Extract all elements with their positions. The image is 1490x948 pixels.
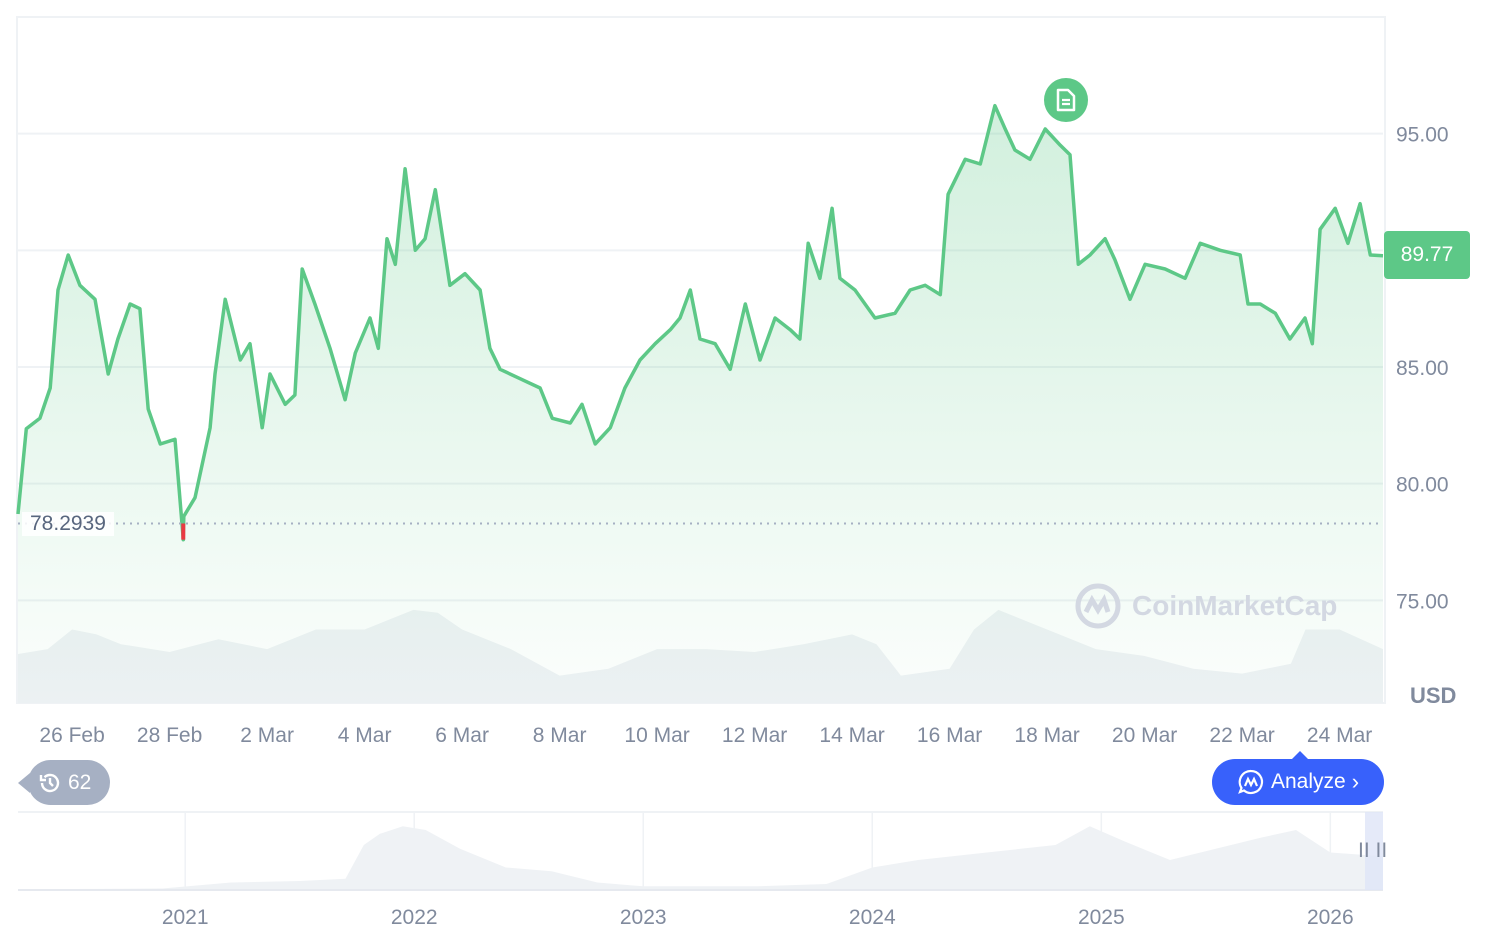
- navigator-selection[interactable]: [1365, 812, 1383, 890]
- x-tick-label: 22 Mar: [1209, 724, 1274, 747]
- current-price-badge: 89.77: [1384, 231, 1470, 279]
- x-tick-label: 10 Mar: [624, 724, 689, 747]
- chevron-right-icon: ›: [1351, 769, 1360, 794]
- x-tick-label: 6 Mar: [435, 724, 489, 747]
- watermark-text: CoinMarketCap: [1132, 590, 1338, 621]
- document-icon: [1056, 88, 1076, 112]
- x-tick-label: 14 Mar: [819, 724, 884, 747]
- news-event-marker[interactable]: [1044, 78, 1088, 122]
- navigator-tick-label: 2021: [162, 906, 209, 929]
- navigator-tick-label: 2024: [849, 906, 896, 929]
- x-tick-label: 24 Mar: [1307, 724, 1372, 747]
- x-tick-label: 26 Feb: [39, 724, 104, 747]
- navigator-area: [18, 826, 1383, 890]
- x-tick-label: 16 Mar: [917, 724, 982, 747]
- x-tick-label: 2 Mar: [240, 724, 294, 747]
- history-icon: [39, 773, 60, 792]
- x-tick-label: 8 Mar: [533, 724, 587, 747]
- price-area: [16, 103, 1384, 703]
- y-tick-label: 85.00: [1396, 357, 1449, 380]
- navigator-tick-label: 2022: [391, 906, 438, 929]
- x-tick-label: 4 Mar: [338, 724, 392, 747]
- price-line: [16, 103, 1384, 542]
- price-fill: [18, 105, 1383, 703]
- y-tick-label: 95.00: [1396, 124, 1449, 147]
- navigator-handle-icon: II II: [1358, 839, 1387, 862]
- x-axis: 26 Feb 28 Feb 2 Mar 4 Mar 6 Mar 8 Mar 10 Mar 12…: [39, 724, 1372, 747]
- x-tick-label: 12 Mar: [722, 724, 787, 747]
- watermark: CoinMarketCap: [1074, 582, 1337, 630]
- navigator[interactable]: II II 2021 2022 2023 2024 2025 2026: [18, 811, 1387, 929]
- coinmarketcap-logo-icon: [1075, 583, 1121, 629]
- y-tick-label: 75.00: [1396, 590, 1449, 613]
- min-price-label: 78.2939: [22, 512, 114, 536]
- analyze-button[interactable]: Analyze ›: [1212, 751, 1384, 805]
- history-button[interactable]: 62: [18, 760, 110, 805]
- cmc-ai-icon: [1238, 769, 1263, 795]
- navigator-tick-label: 2025: [1078, 906, 1125, 929]
- navigator-tick-label: 2023: [620, 906, 667, 929]
- x-tick-label: 20 Mar: [1112, 724, 1177, 747]
- y-tick-label: 80.00: [1396, 474, 1449, 497]
- navigator-tick-label: 2026: [1307, 906, 1354, 929]
- currency-label: USD: [1410, 683, 1457, 708]
- x-tick-label: 28 Feb: [137, 724, 202, 747]
- analyze-label: Analyze: [1270, 770, 1346, 793]
- y-axis: 95.00 85.00 80.00 75.00: [1396, 124, 1449, 614]
- history-count: 62: [68, 770, 92, 794]
- x-tick-label: 18 Mar: [1014, 724, 1079, 747]
